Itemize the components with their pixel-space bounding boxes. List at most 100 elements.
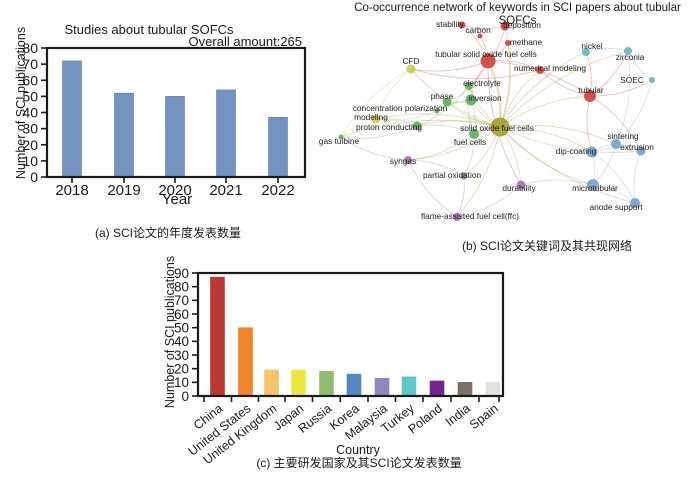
network-node-flame-assisted-fuel-cell-ffc- [453,213,461,221]
bar-Korea [346,373,362,397]
network-edge [589,79,653,97]
network-edge [499,124,617,145]
network-node-sintering [611,139,621,149]
network-label-fuel-cells: fuel cells [454,137,486,147]
network-label-extrusion: extrusion [620,142,654,152]
bar-China [210,276,225,397]
network-node-deposition [500,21,510,31]
network-node-fuel-cells [469,129,479,139]
network-edge [499,126,636,204]
network-label-zirconia: zirconia [616,52,645,62]
network-label-gas-tuibine: gas tuibine [319,136,360,146]
network-node-stability [458,21,466,29]
network-edge [499,126,642,153]
network-edge [407,159,465,177]
network-edge [340,68,412,138]
x-tick-label: Spain [467,401,501,432]
network-label-tubular-solid-oxide-fuel-cells: tubular solid oxide fuel cells [435,49,536,59]
bar-2021 [216,89,236,178]
x-tick-label: 2019 [107,182,140,199]
network-node-methane [505,40,511,46]
y-tick-label: 0 [30,169,38,185]
x-tick-label: 2022 [261,182,294,199]
y-tick-label: 0 [181,389,189,404]
network-node-microtubular [587,179,599,191]
bar-Turkey [401,376,417,397]
network-node-tubular [584,90,596,102]
network-title: Co-occurrence network of keywords in SCI… [354,2,681,28]
network-node-proton-conducting [412,121,422,131]
network-label-durability: durability [502,183,536,193]
network-label-nickel: nickel [581,41,602,51]
network-edge [615,50,631,145]
network-node-concentration-polarization [434,108,440,114]
y-tick-label: 10 [22,153,38,169]
network-edge [340,119,501,138]
x-tick-label: 2021 [209,182,242,199]
bar-India [457,382,473,397]
network-node-electrolyte [465,82,473,90]
network-edge [499,126,593,153]
network-label-inversion: inversion [468,93,502,103]
network-label-partial-oxidation: partial oxidation [423,170,482,180]
network-label-methane: methane [510,37,543,47]
network-node-carbon [477,33,483,39]
bar-2020 [165,96,185,178]
network-node-syngas [404,156,412,164]
network-label-deposition: deposition [503,20,541,30]
bar-Poland [429,380,445,397]
network-edge [499,25,511,128]
network-node-anode-support [630,198,640,208]
chart-a-caption: (a) SCI论文的年度发表数量 [94,226,241,240]
network-node-CFD [406,64,416,74]
bar-United States [238,327,253,397]
y-tick-label: 40 [22,105,38,121]
y-tick-label: 30 [22,121,38,137]
network-edge [456,184,522,218]
network-label-syngas: syngas [390,156,416,166]
network-edge [499,95,591,128]
network-label-anode-support: anode support [589,202,643,212]
y-tick-label: 50 [22,88,38,104]
network-label-carbon: carbon [465,25,491,35]
network-node-partial-oxidation [460,172,468,180]
bar-Japan [291,369,306,397]
network-node-gas-tuibine [338,134,344,140]
network-node-extrusion [636,146,646,156]
y-tick-label: 80 [22,40,38,56]
network-label-flame-assisted-fuel-cell-ffc-: flame-assisted fuel cell(ffc) [421,211,519,221]
y-tick-label: 80 [174,280,189,295]
network-edge [410,68,541,80]
network-edge [591,151,636,204]
network-label-concentration-polarization: concentration polarization [353,103,448,113]
network-edge [633,150,642,204]
network-edge [586,95,593,153]
network-label-sintering: sintering [607,131,639,141]
network-label-solid-oxide-fuel-cells: solid oxide fuel cells [460,123,534,133]
bar-2019 [114,92,134,178]
y-tick-label: 30 [174,348,189,363]
network-edge [410,60,489,72]
network-label-electrolyte: electrolyte [463,78,501,88]
y-tick-label: 90 [174,266,189,281]
network-node-SOEC [649,77,655,83]
network-edge [520,179,594,186]
network-edge [456,126,501,218]
y-tick-label: 20 [174,362,189,377]
network-label-modeling: modeling [354,112,388,122]
chart-c-caption: (c) 主要研发国家及其SCI论文发表数量 [256,456,462,470]
x-tick-label: 2020 [158,182,191,199]
bar-2018 [62,60,82,178]
network-edge [416,85,470,127]
network-label-numerical-modeling: numerical modeling [514,63,586,73]
network-edge [340,125,418,139]
bar-Russia [319,371,334,397]
y-tick-label: 60 [174,307,189,322]
network-edge [407,126,501,161]
network-label-tubular: tubular [578,85,604,95]
network-node-phase [442,97,452,107]
y-tick-label: 50 [174,321,189,336]
network-edge [407,159,458,218]
bar-United Kingdom [264,369,279,397]
